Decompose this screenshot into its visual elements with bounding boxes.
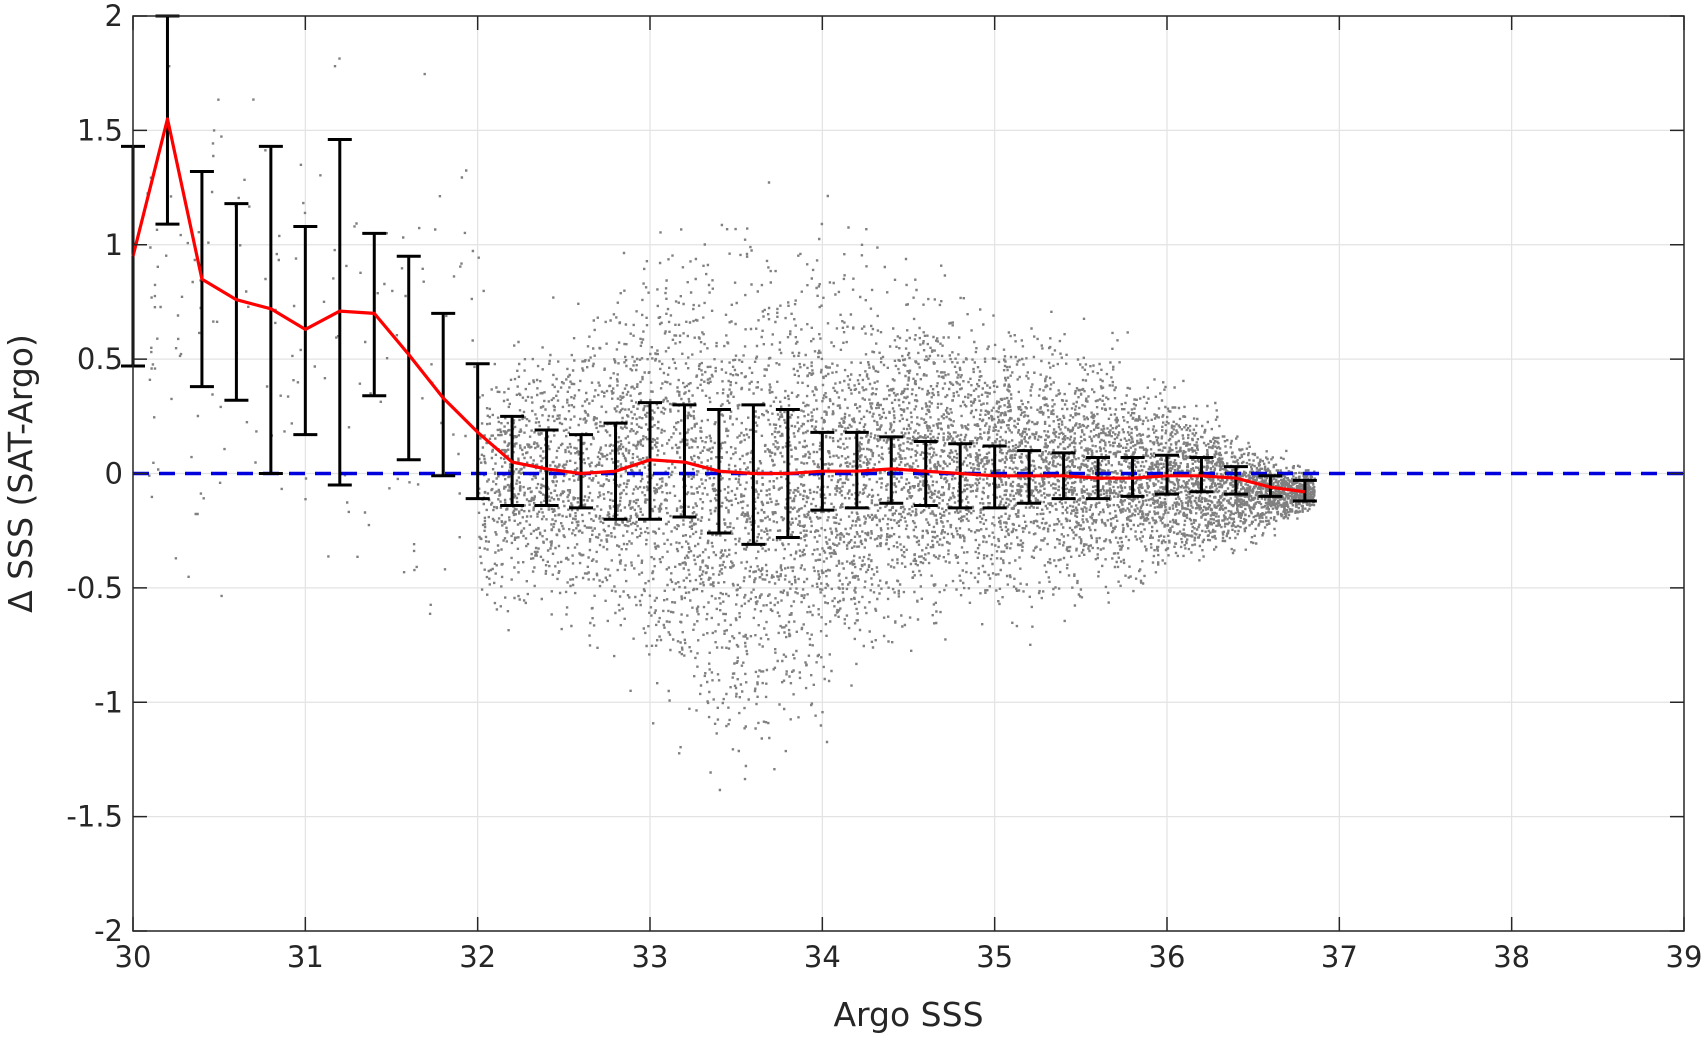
y-tick-label: 1 [105, 228, 123, 262]
x-tick-label: 31 [287, 940, 324, 974]
scatter-point-cloud [146, 57, 1316, 792]
x-axis-title: Argo SSS [833, 995, 983, 1034]
x-tick-label: 30 [115, 940, 152, 974]
y-tick-label: 1.5 [77, 113, 123, 147]
x-tick-label: 38 [1493, 940, 1530, 974]
x-tick-label: 36 [1149, 940, 1186, 974]
scatter-points [146, 57, 1316, 792]
y-tick-label: -1.5 [66, 800, 123, 834]
y-tick-label: -1 [94, 685, 123, 719]
mean-line [131, 117, 1306, 494]
y-tick-label: -0.5 [66, 571, 123, 605]
y-tick-label: 0.5 [77, 342, 123, 376]
error-bar [913, 439, 938, 508]
y-axis-title: Δ SSS (SAT-Argo) [1, 334, 40, 613]
x-tick-label: 37 [1321, 940, 1358, 974]
error-bar [569, 433, 594, 510]
error-bar [948, 442, 973, 510]
x-tick-label: 34 [804, 940, 841, 974]
x-tick-label: 39 [1666, 940, 1703, 974]
x-tick-label: 32 [459, 940, 496, 974]
axis-ticks: 30 31 32 33 34 35 36 37 38 39 -2 -1.5 -1 -0.5 0 0.5 1 1.5… [66, 0, 1702, 974]
x-tick-label: 35 [976, 940, 1013, 974]
y-tick-label: 0 [105, 457, 123, 491]
error-bar [1223, 465, 1248, 496]
y-tick-label: 2 [105, 0, 123, 33]
error-bar [224, 202, 249, 402]
error-bar [431, 311, 456, 478]
x-tick-label: 33 [632, 940, 669, 974]
error-bar [396, 254, 421, 462]
y-tick-label: -2 [94, 914, 123, 948]
